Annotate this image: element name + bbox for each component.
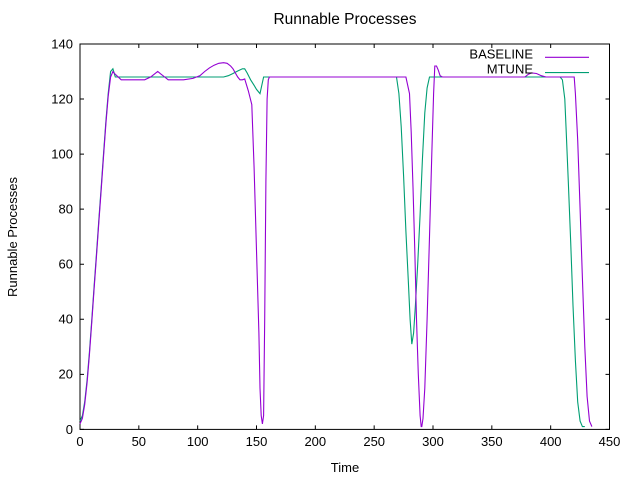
svg-text:80: 80 — [59, 202, 73, 217]
svg-text:150: 150 — [246, 434, 268, 449]
svg-text:Runnable Processes: Runnable Processes — [5, 177, 20, 297]
svg-text:Runnable Processes: Runnable Processes — [273, 11, 416, 28]
svg-text:Time: Time — [331, 460, 359, 475]
svg-text:60: 60 — [59, 257, 73, 272]
svg-text:120: 120 — [51, 92, 73, 107]
svg-text:100: 100 — [187, 434, 209, 449]
svg-text:BASELINE: BASELINE — [469, 47, 533, 62]
svg-text:20: 20 — [59, 367, 73, 382]
svg-text:300: 300 — [422, 434, 444, 449]
svg-text:350: 350 — [481, 434, 503, 449]
svg-text:0: 0 — [76, 434, 83, 449]
svg-text:400: 400 — [540, 434, 562, 449]
svg-text:50: 50 — [132, 434, 146, 449]
svg-text:100: 100 — [51, 147, 73, 162]
svg-text:MTUNE: MTUNE — [487, 62, 534, 77]
svg-text:40: 40 — [59, 312, 73, 327]
svg-text:450: 450 — [599, 434, 621, 449]
svg-text:140: 140 — [51, 36, 73, 51]
svg-text:250: 250 — [363, 434, 385, 449]
svg-text:0: 0 — [66, 422, 73, 437]
svg-text:200: 200 — [304, 434, 326, 449]
